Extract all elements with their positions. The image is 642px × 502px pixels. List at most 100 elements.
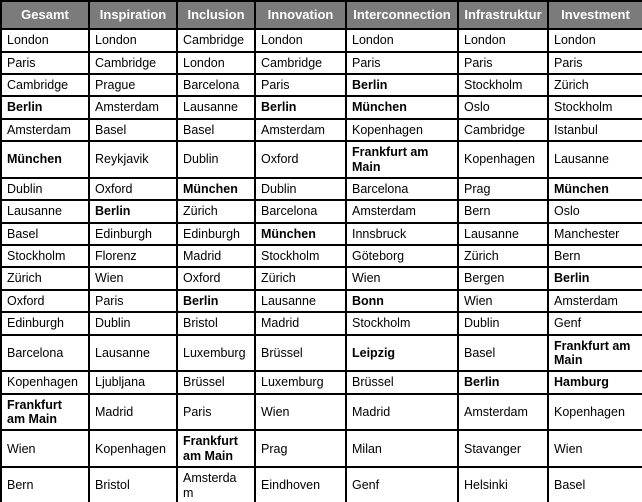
city-cell: Berlin — [547, 266, 642, 291]
city-cell: Berlin — [0, 95, 90, 120]
table-row: Barcelona Lausanne Luxemburg Brüssel Leipzig… — [0, 333, 642, 373]
city-cell: Oxford — [0, 288, 90, 314]
table-row: Basel Edinburgh Edinburgh München Innsbruck L… — [0, 221, 642, 247]
city-cell: Zürich — [254, 266, 347, 291]
table-row: Frankfurt am Main Madrid Paris Wien Madrid Am… — [0, 392, 642, 432]
city-cell: Stockholm — [345, 311, 459, 336]
city-cell: London — [176, 50, 256, 76]
city-cell: Wien — [254, 392, 347, 432]
city-cell: Eindhoven — [254, 466, 347, 502]
city-cell: Prag — [457, 176, 549, 202]
city-cell: Wien — [88, 266, 178, 291]
table-row: Stockholm Florenz Madrid Stockholm Göteborg Z… — [0, 244, 642, 269]
table-row: Amsterdam Basel Basel Amsterdam Kopenhagen Ca… — [0, 117, 642, 143]
city-cell: London — [88, 28, 178, 53]
city-cell: London — [457, 28, 549, 53]
table-row: London London Cambridge London London London L… — [0, 28, 642, 53]
table-body: London London Cambridge London London London L… — [0, 28, 642, 502]
city-cell: Luxemburg — [176, 333, 256, 373]
city-cell: Basel — [176, 117, 256, 143]
city-cell: Oxford — [88, 176, 178, 202]
city-cell: Amsterdam — [176, 466, 256, 502]
city-cell: Frankfurt am Main — [547, 333, 642, 373]
city-cell: Amsterdam — [457, 392, 549, 432]
city-cell: Prag — [254, 429, 347, 469]
city-cell: Stockholm — [254, 244, 347, 269]
table-row: Dublin Oxford München Dublin Barcelona Prag Mü… — [0, 176, 642, 202]
city-cell: Kopenhagen — [345, 117, 459, 143]
city-cell: London — [345, 28, 459, 53]
city-cell: Florenz — [88, 244, 178, 269]
table-row: Wien Kopenhagen Frankfurt am Main Prag Milan… — [0, 429, 642, 469]
city-cell: Lausanne — [88, 333, 178, 373]
city-cell: Bern — [547, 244, 642, 269]
city-cell: München — [254, 221, 347, 247]
column-header-inspiration: Inspiration — [88, 0, 178, 31]
city-cell: Bern — [457, 199, 549, 224]
column-header-gesamt: Gesamt — [0, 0, 90, 31]
city-cell: Prague — [88, 73, 178, 98]
city-cell: Paris — [345, 50, 459, 76]
city-cell: Brüssel — [254, 333, 347, 373]
city-cell: Edinburgh — [88, 221, 178, 247]
city-cell: Göteborg — [345, 244, 459, 269]
city-cell: Berlin — [457, 370, 549, 395]
city-cell: Dublin — [0, 176, 90, 202]
city-cell: Berlin — [176, 288, 256, 314]
column-header-innovation: Innovation — [254, 0, 347, 31]
city-cell: Stockholm — [457, 73, 549, 98]
city-cell: Genf — [345, 466, 459, 502]
city-cell: Reykjavik — [88, 140, 178, 179]
city-cell: Helsinki — [457, 466, 549, 502]
city-cell: Barcelona — [254, 199, 347, 224]
city-cell: Cambridge — [254, 50, 347, 76]
city-cell: Paris — [254, 73, 347, 98]
city-cell: Amsterdam — [0, 117, 90, 143]
city-cell: London — [547, 28, 642, 53]
city-cell: Kopenhagen — [457, 140, 549, 179]
city-cell: Lausanne — [176, 95, 256, 120]
city-cell: Manchester — [547, 221, 642, 247]
city-cell: Stockholm — [0, 244, 90, 269]
city-cell: Paris — [88, 288, 178, 314]
city-cell: Barcelona — [176, 73, 256, 98]
table-row: Kopenhagen Ljubljana Brüssel Luxemburg Brüss… — [0, 370, 642, 395]
city-cell: Cambridge — [88, 50, 178, 76]
city-cell: Paris — [457, 50, 549, 76]
table-row: München Reykjavik Dublin Oxford Frankfurt am… — [0, 140, 642, 179]
city-cell: Amsterdam — [547, 288, 642, 314]
city-cell: Innsbruck — [345, 221, 459, 247]
city-cell: Bergen — [457, 266, 549, 291]
city-cell: Madrid — [88, 392, 178, 432]
city-cell: München — [345, 95, 459, 120]
city-cell: Madrid — [176, 244, 256, 269]
city-cell: Basel — [547, 466, 642, 502]
city-cell: Bern — [0, 466, 90, 502]
city-cell: Istanbul — [547, 117, 642, 143]
city-cell: München — [0, 140, 90, 179]
city-cell: München — [547, 176, 642, 202]
city-cell: Frankfurt am Main — [0, 392, 90, 432]
city-cell: Bristol — [88, 466, 178, 502]
city-cell: Kopenhagen — [0, 370, 90, 395]
table-row: Lausanne Berlin Zürich Barcelona Amsterdam Be… — [0, 199, 642, 224]
city-cell: Milan — [345, 429, 459, 469]
city-cell: Lausanne — [254, 288, 347, 314]
city-cell: Madrid — [254, 311, 347, 336]
city-cell: Bristol — [176, 311, 256, 336]
city-cell: Dublin — [457, 311, 549, 336]
city-cell: Zürich — [0, 266, 90, 291]
city-cell: Oslo — [547, 199, 642, 224]
header-row: Gesamt Inspiration Inclusion Innovation … — [0, 0, 642, 31]
city-cell: London — [254, 28, 347, 53]
city-cell: Frankfurt am Main — [176, 429, 256, 469]
table-row: Cambridge Prague Barcelona Paris Berlin Stock… — [0, 73, 642, 98]
city-cell: Leipzig — [345, 333, 459, 373]
city-cell: Amsterdam — [88, 95, 178, 120]
city-cell: Basel — [88, 117, 178, 143]
city-cell: Zürich — [176, 199, 256, 224]
city-cell: Cambridge — [457, 117, 549, 143]
city-cell: Amsterdam — [254, 117, 347, 143]
city-cell: Berlin — [88, 199, 178, 224]
city-cell: Zürich — [547, 73, 642, 98]
